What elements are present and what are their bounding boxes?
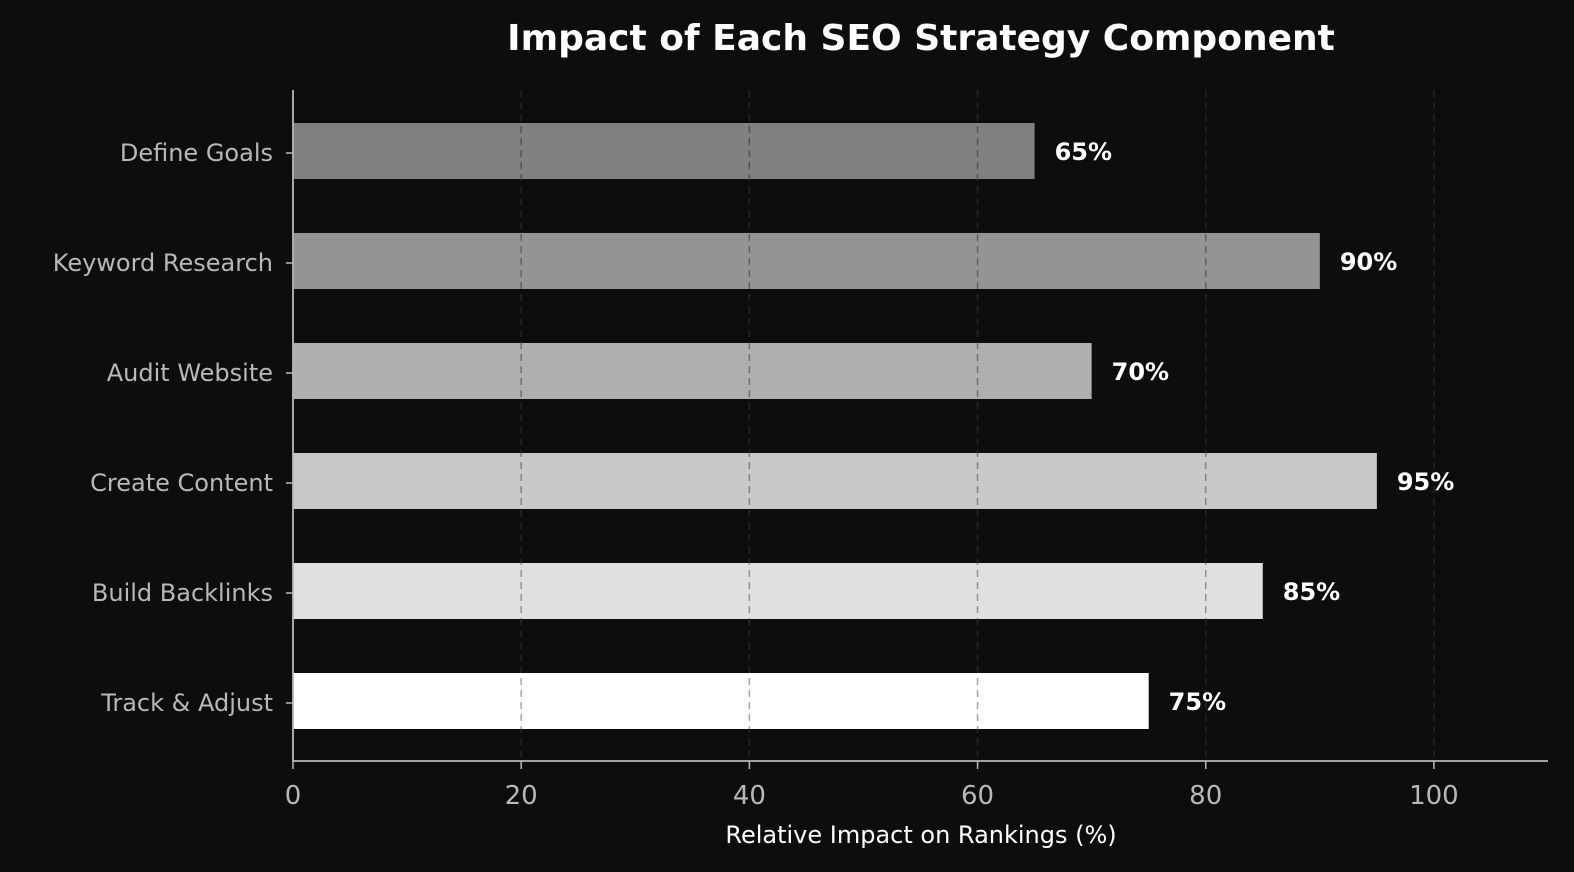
category-label-5: Track & Adjust (100, 689, 273, 717)
grid-lines (520, 90, 1435, 761)
grid-lines-overlay (520, 90, 1435, 761)
bar-1 (293, 233, 1320, 289)
category-label-0: Define Goals (120, 139, 273, 167)
category-label-4: Build Backlinks (92, 579, 273, 607)
bar-0 (293, 123, 1035, 179)
value-label-0: 65% (1055, 138, 1112, 166)
bar-2 (293, 343, 1092, 399)
x-tick-label-20: 20 (505, 781, 538, 811)
value-label-2: 70% (1112, 358, 1169, 386)
bar-3 (293, 453, 1377, 509)
x-tick-label-100: 100 (1409, 781, 1459, 811)
axes (292, 90, 1548, 762)
category-label-1: Keyword Research (53, 249, 273, 277)
x-tick-label-0: 0 (285, 781, 302, 811)
bars (293, 123, 1377, 729)
value-label-1: 90% (1340, 248, 1397, 276)
value-label-3: 95% (1397, 468, 1454, 496)
x-tick-label-40: 40 (733, 781, 766, 811)
x-tick-labels: 0 20 40 60 80 100 (285, 761, 1459, 811)
x-tick-label-60: 60 (961, 781, 994, 811)
category-labels: Define Goals Keyword Research Audit Websit… (53, 139, 293, 717)
chart-title: Impact of Each SEO Strategy Component (507, 18, 1335, 59)
bar-5 (293, 673, 1149, 729)
value-label-5: 75% (1169, 688, 1226, 716)
value-label-4: 85% (1283, 578, 1340, 606)
category-label-2: Audit Website (107, 359, 273, 387)
value-labels: 65% 90% 70% 95% 85% 75% (1055, 138, 1455, 716)
category-label-3: Create Content (90, 469, 273, 497)
x-axis-label: Relative Impact on Rankings (%) (725, 821, 1116, 849)
x-tick-label-80: 80 (1189, 781, 1222, 811)
bar-4 (293, 563, 1263, 619)
